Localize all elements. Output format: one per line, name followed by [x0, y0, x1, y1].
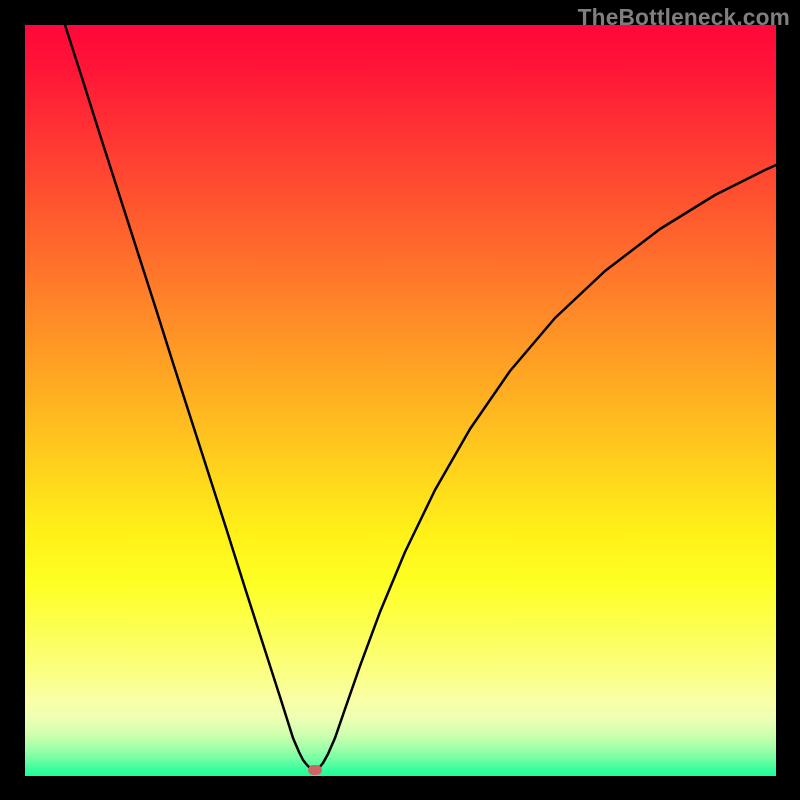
plot-svg: [25, 25, 776, 776]
chart-frame: TheBottleneck.com: [0, 0, 800, 800]
optimum-marker: [308, 765, 322, 775]
gradient-background: [25, 25, 776, 776]
plot-area: [25, 25, 776, 776]
